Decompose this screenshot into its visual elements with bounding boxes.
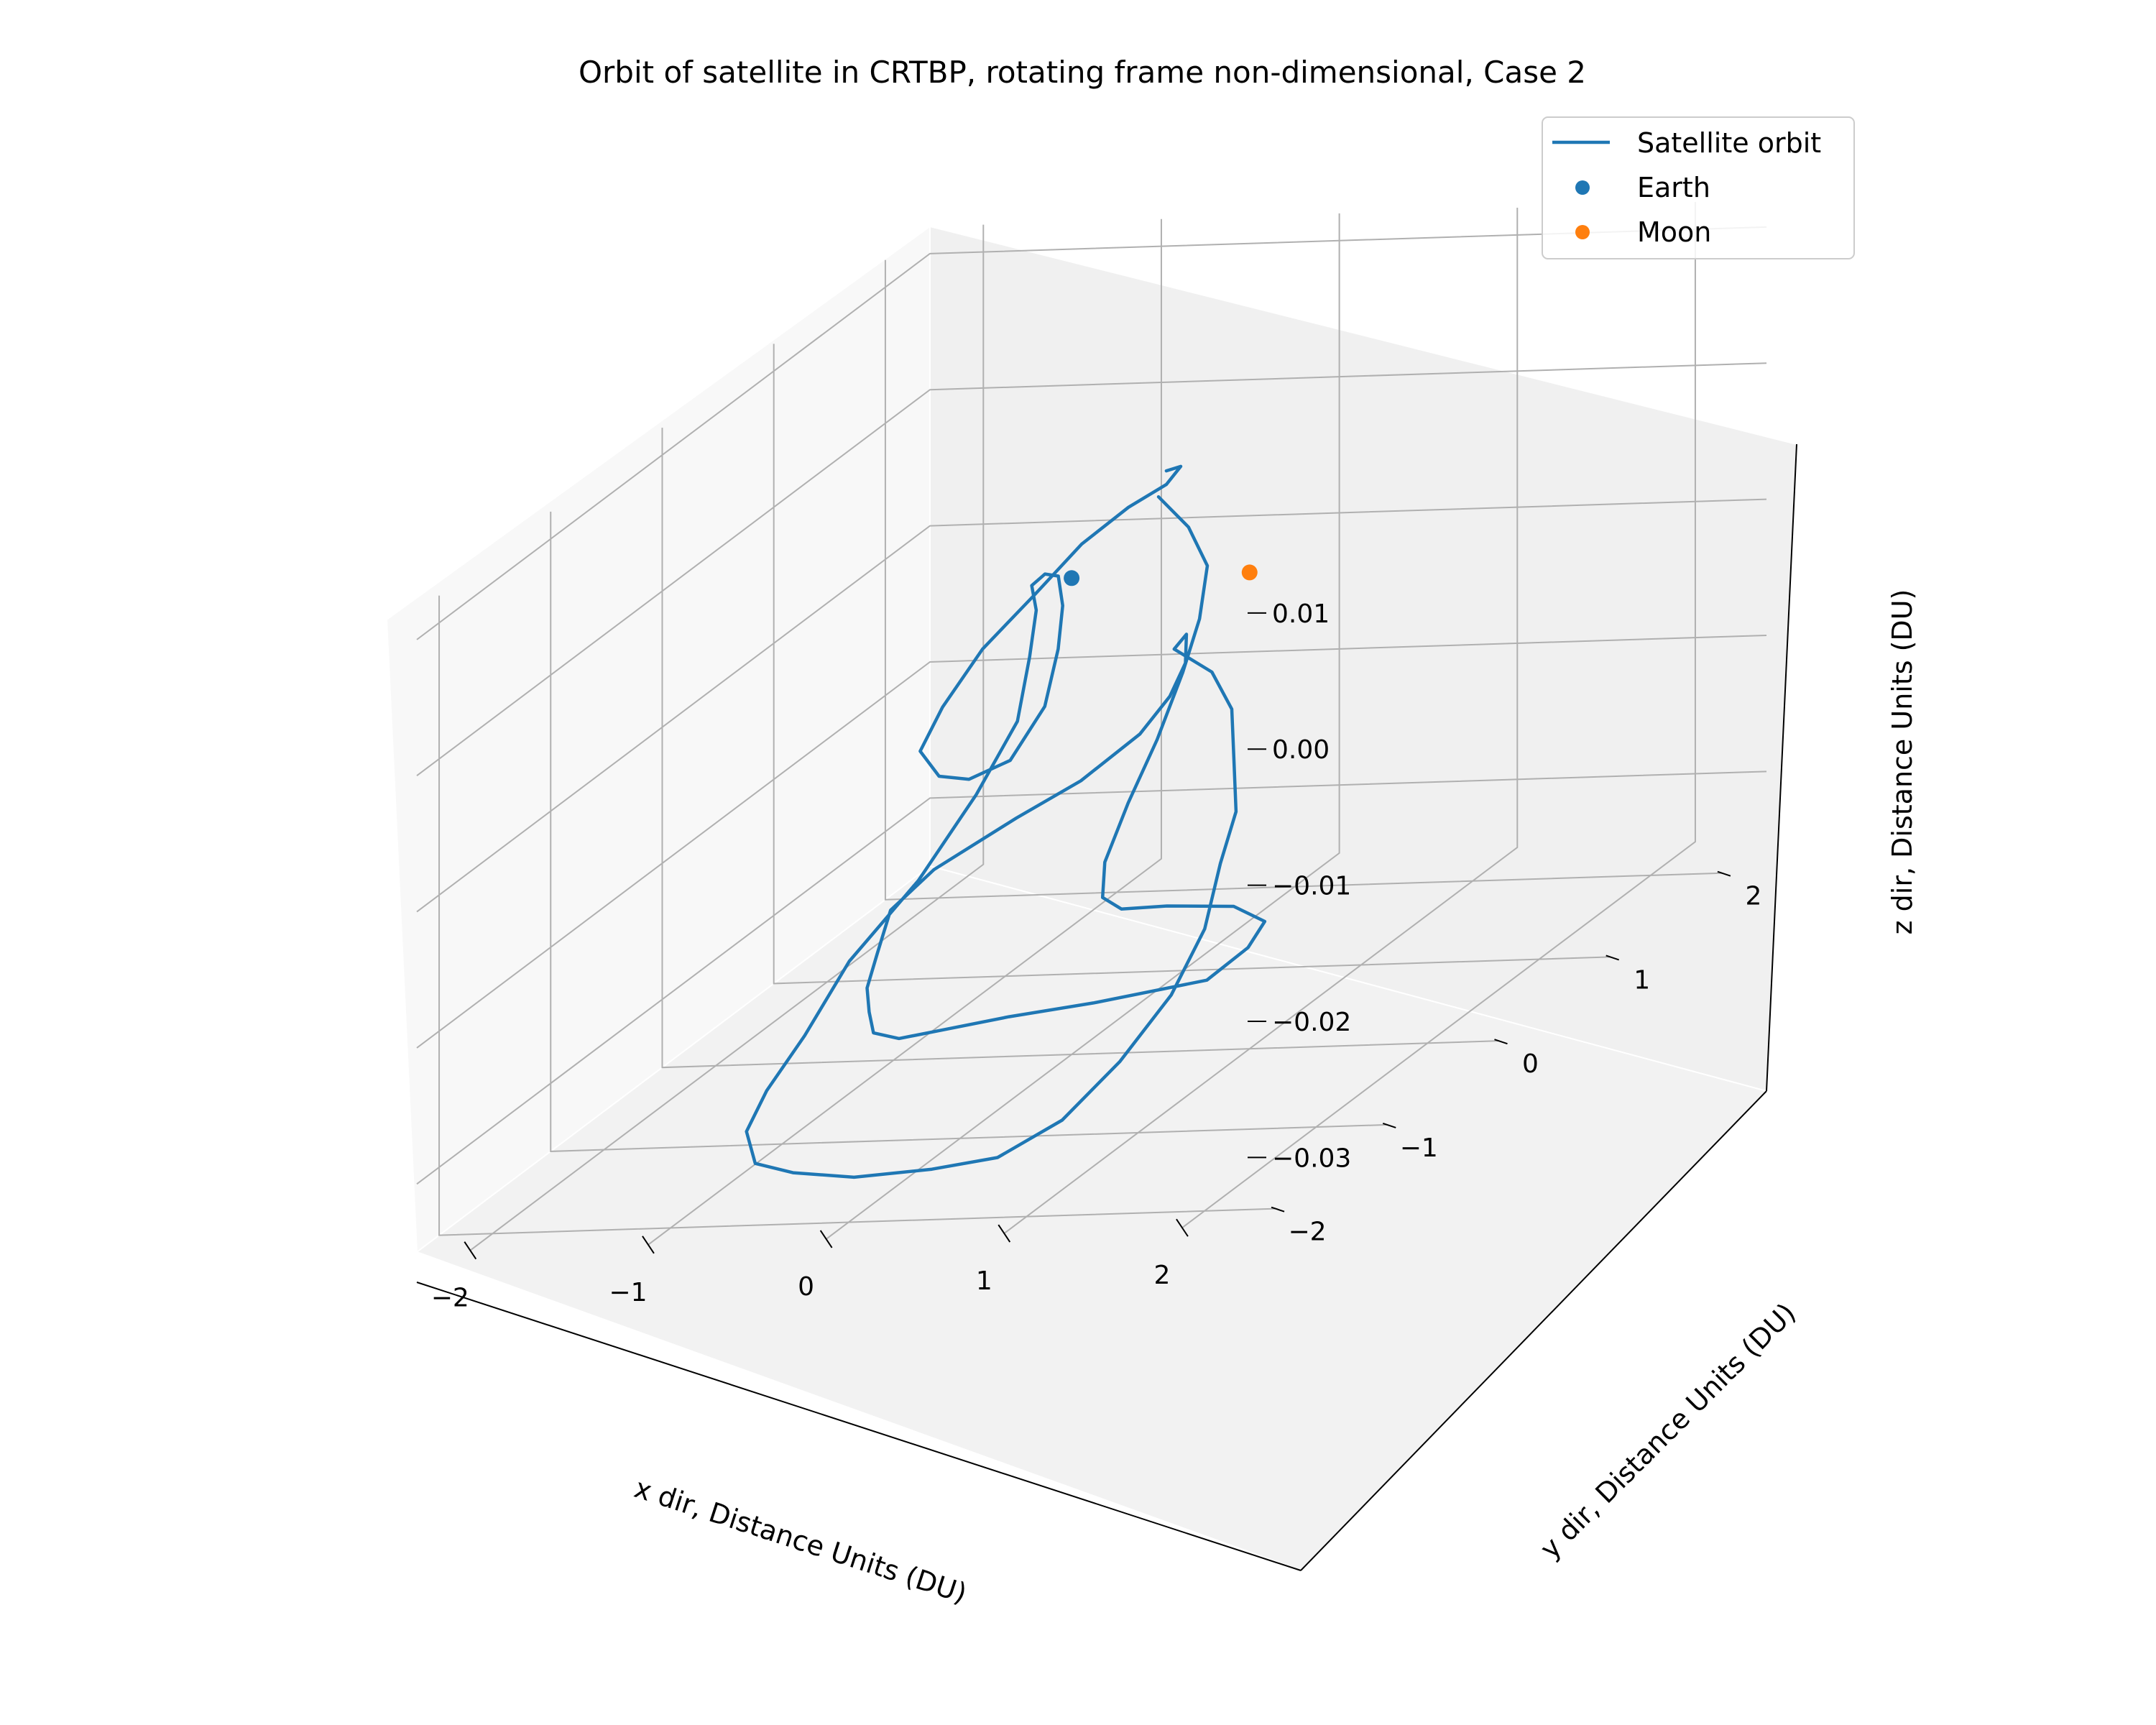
- legend-moon-label: Moon: [1637, 216, 1711, 248]
- axis-ticks: −2 −1 0 1 2 −2 −1 0 1 2 −0.03 −0.02 −0.01 0.00 0.01: [431, 599, 1762, 1313]
- z-tick-label: −0.03: [1272, 1144, 1351, 1173]
- z-grid-line: [416, 362, 1767, 777]
- legend-earth-label: Earth: [1637, 172, 1710, 203]
- y-grid-line: [550, 511, 1388, 1152]
- x-grid-line: [469, 224, 985, 1251]
- x-tick-label: −2: [431, 1284, 469, 1313]
- y-grid-line: [438, 595, 1276, 1236]
- legend-moon-swatch: [1575, 225, 1590, 239]
- y-tick-label: −2: [1289, 1218, 1327, 1247]
- z-axis-label: z dir, Distance Units (DU): [1886, 589, 1918, 935]
- legend-orbit-label: Satellite orbit: [1637, 127, 1821, 159]
- chart-title: Orbit of satellite in CRTBP, rotating fr…: [579, 55, 1586, 90]
- z-tick-label: 0.00: [1272, 735, 1330, 765]
- y-grid-line: [884, 259, 1722, 901]
- x-axis-line: [416, 1282, 1302, 1571]
- x-tick-label: −1: [609, 1278, 647, 1307]
- x-grid-line: [648, 218, 1162, 1246]
- y-tick-mark: [1382, 1122, 1396, 1128]
- legend-box: [1542, 116, 1855, 259]
- y-tick-mark: [1717, 870, 1731, 877]
- y-tick-mark: [1271, 1206, 1285, 1213]
- z-grid-line: [416, 226, 1767, 640]
- z-axis-line: [1766, 443, 1797, 1092]
- satellite-orbit-line: [745, 464, 1267, 1179]
- y-tick-label: 1: [1634, 965, 1650, 995]
- y-tick-label: 2: [1745, 882, 1761, 911]
- y-tick-label: 0: [1522, 1049, 1539, 1079]
- z-grid-line: [416, 770, 1767, 1185]
- x-tick-mark: [1176, 1218, 1189, 1237]
- x-tick-mark: [464, 1241, 477, 1260]
- grid-lines: [416, 202, 1767, 1251]
- y-axis-label: y dir, Distance Units (DU): [1534, 1297, 1802, 1565]
- x-grid-line: [826, 213, 1340, 1240]
- z-tick-label: 0.01: [1272, 599, 1330, 629]
- z-tick-label: −0.02: [1272, 1008, 1351, 1037]
- z-grid-line: [416, 498, 1767, 913]
- y-tick-mark: [1606, 954, 1620, 961]
- x-axis-label: x dir, Distance Units (DU): [630, 1472, 970, 1609]
- z-grid-line: [416, 634, 1767, 1049]
- x-grid-line: [1003, 208, 1519, 1234]
- x-tick-mark: [642, 1236, 655, 1254]
- moon-marker: [1241, 564, 1258, 581]
- earth-marker: [1064, 570, 1080, 586]
- body-markers: [1064, 564, 1258, 586]
- x-tick-label: 1: [976, 1266, 992, 1296]
- legend-earth-swatch: [1575, 180, 1590, 195]
- y-grid-line: [661, 428, 1499, 1069]
- x-tick-label: 0: [798, 1272, 814, 1302]
- legend: Satellite orbit Earth Moon: [1542, 116, 1855, 259]
- y-tick-mark: [1494, 1039, 1508, 1045]
- x-tick-label: 2: [1153, 1261, 1170, 1290]
- x-tick-mark: [819, 1230, 833, 1248]
- x-tick-mark: [998, 1224, 1011, 1243]
- x-grid-line: [1181, 202, 1696, 1228]
- y-grid-line: [773, 344, 1611, 985]
- y-tick-label: −1: [1400, 1133, 1438, 1163]
- y-axis-line: [1300, 1090, 1767, 1571]
- z-tick-label: −0.01: [1272, 872, 1351, 901]
